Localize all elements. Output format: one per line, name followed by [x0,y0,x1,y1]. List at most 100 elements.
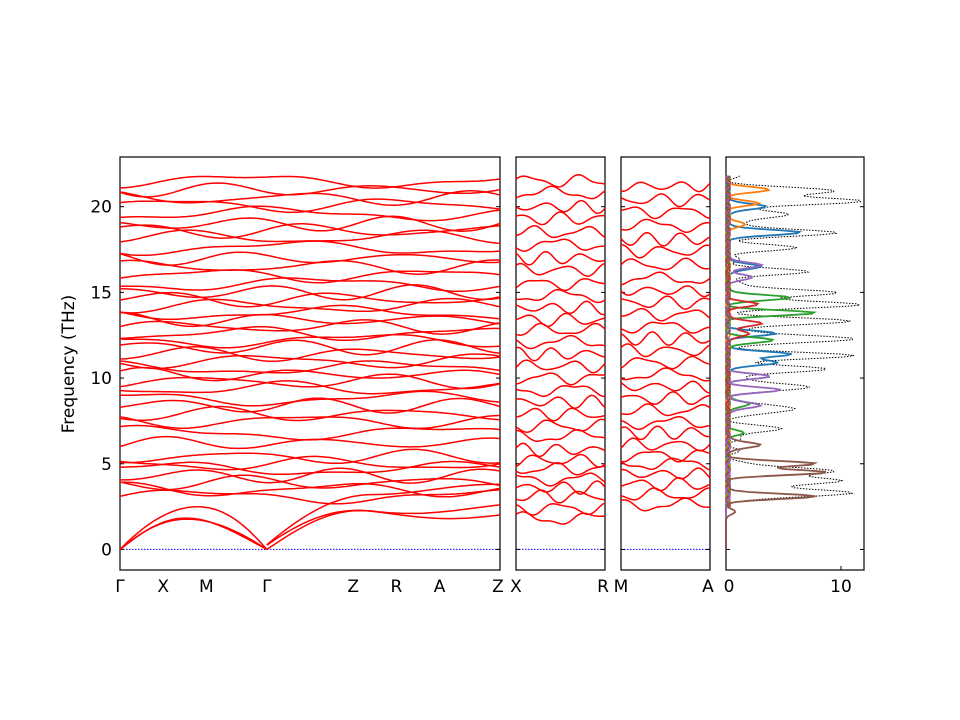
band-panel-3-band-13 [620,367,711,382]
band-panel-2-band-24 [515,250,606,266]
band-panel-1-xtick-label-4: Z [347,577,359,597]
band-panel-3-band-26 [620,206,711,220]
optical-band-36 [119,215,501,232]
band-panel-2-band-9 [515,428,606,442]
band-panel-3-band-20 [620,285,711,298]
band-panel-3-xtick-label-1: A [702,577,714,597]
optical-band-9 [119,424,501,441]
band-panel-1-xtick-label-1: X [157,577,169,597]
dos-series-1 [725,175,862,550]
band-panel-2-band-4 [515,480,606,495]
band-panel-3-band-16 [620,331,711,346]
band-panel-2-band-19 [515,312,606,328]
band-panel-2-band-5 [515,472,606,487]
optical-band-21 [119,333,501,349]
band-panel-3-band-2 [620,487,711,501]
y-axis-label: Frequency (THz) [59,295,79,434]
ytick-label-15: 15 [90,283,112,303]
band-panel-1-xtick-label-0: Γ [115,577,125,597]
ytick-label-10: 10 [90,369,112,389]
optical-band-15 [119,373,501,390]
optical-band-6 [119,455,501,471]
band-panel-2-band-30 [515,173,606,188]
optical-band-18 [119,353,501,370]
optical-band-40 [119,182,501,198]
dos-panel-xtick-label-10: 10 [830,577,852,597]
optical-band-4 [120,467,501,484]
band-panel-3-band-4 [620,467,711,480]
optical-band-37 [119,205,501,222]
band-panel-2-xtick-label-0: X [510,577,522,597]
band-panel-3-band-10 [620,403,711,417]
optical-band-7 [119,448,501,465]
band-panel-2-band-12 [515,394,606,409]
band-panel-1-xtick-label-2: M [199,577,214,597]
ytick-label-5: 5 [101,455,112,475]
band-panel-2-band-23 [515,262,606,277]
optical-band-41 [119,175,501,189]
band-panel-3-band-5 [620,457,711,471]
optical-band-14 [119,380,501,395]
optical-band-27 [119,291,501,308]
optical-band-24 [119,311,501,328]
optical-band-10 [119,414,501,430]
optical-band-32 [119,251,501,266]
band-panel-2-band-27 [515,211,605,226]
band-panel-3-band-28 [620,181,711,193]
band-panel-2-band-2 [515,502,606,516]
band-panel-2-band-21 [515,288,606,304]
band-panel-2-band-25 [515,238,605,252]
band-panel-2-band-7 [515,453,606,468]
band-panel-3-band-12 [620,380,711,394]
band-panel-2-band-22 [515,277,606,292]
ytick-label-0: 0 [101,540,112,560]
acoustic-branch-2 [119,518,268,551]
band-panel-3-band-22 [620,257,711,271]
band-panel-3-band-14 [620,355,711,370]
band-panel-2-band-17 [515,334,606,350]
optical-band-16 [119,366,501,382]
acoustic-branch-3 [119,506,268,550]
band-panel-2-band-26 [515,224,606,239]
band-panel-3-band-25 [620,218,711,233]
optical-band-31 [119,259,501,275]
optical-band-13 [120,390,501,407]
dos-series-6 [725,175,782,550]
band-panel-3-band-1 [620,497,711,512]
band-panel-3-band-6 [620,449,711,463]
dos-series-7 [725,175,827,550]
optical-band-11 [119,405,501,422]
band-panel-1-xtick-label-3: Γ [262,577,272,597]
band-panel-3-band-17 [620,321,711,334]
band-panel-2-band-14 [515,372,605,386]
optical-band-17 [119,360,501,374]
band-panel-3-band-7 [620,437,711,452]
optical-band-23 [119,319,501,335]
optical-band-1 [119,489,501,505]
optical-band-26 [119,297,501,314]
band-panel-3-band-23 [620,244,711,259]
optical-band-22 [119,325,501,342]
optical-band-12 [119,397,501,414]
band-panel-3-band-21 [620,271,711,286]
band-panel-2-xtick-label-1: R [597,577,609,597]
band-panel-2-band-29 [515,185,606,200]
band-panel-1-xtick-label-5: R [390,577,402,597]
dos-panel-xtick-label-0: 0 [724,577,735,597]
band-panel-2-band-3 [515,489,606,504]
band-panel-3-band-9 [620,415,711,431]
optical-band-5 [120,460,501,476]
band-panel-3-band-27 [620,193,711,208]
band-panel-2-band-15 [515,359,606,374]
band-panel-2-band-16 [515,346,606,362]
band-panel-3-band-11 [620,391,711,406]
optical-band-35 [119,223,501,239]
band-panel-2-band-20 [515,300,606,316]
band-panel-3-band-18 [620,307,711,322]
optical-band-28 [119,284,501,301]
band-panel-3-band-15 [620,343,711,358]
band-panel-2-band-28 [515,199,606,215]
band-panel-3-xtick-label-0: M [614,577,629,597]
band-panel-1-xtick-label-6: A [434,577,446,597]
